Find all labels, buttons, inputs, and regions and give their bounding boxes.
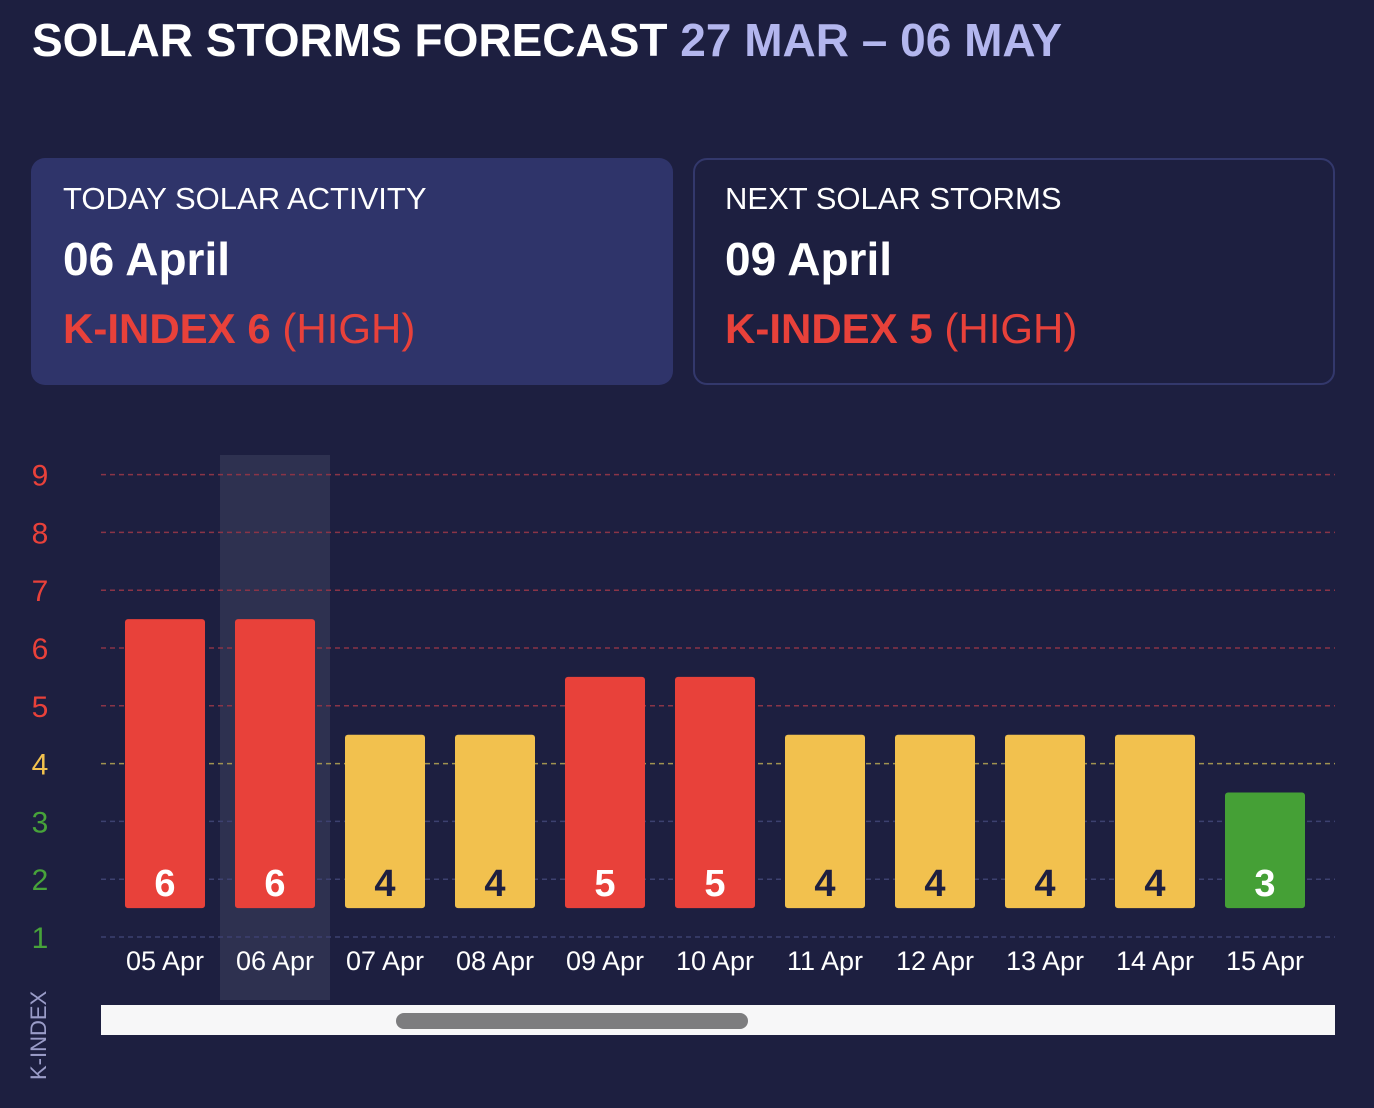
bar-data-label: 6 [264, 863, 285, 905]
x-tick-label: 08 Apr [456, 946, 534, 976]
x-tick-label: 14 Apr [1116, 946, 1194, 976]
bar-data-label: 4 [1144, 863, 1165, 905]
today-card-label: TODAY SOLAR ACTIVITY [63, 181, 427, 216]
x-tick-label: 12 Apr [896, 946, 974, 976]
bar-data-label: 4 [484, 863, 505, 905]
next-card-label: NEXT SOLAR STORMS [725, 181, 1062, 216]
bar [895, 734, 975, 909]
y-tick-label: 4 [32, 749, 49, 782]
scrollbar-thumb[interactable] [396, 1013, 748, 1029]
bar-data-label: 4 [814, 863, 835, 905]
x-tick-label: 06 Apr [236, 946, 314, 976]
bar-data-label: 3 [1254, 863, 1275, 905]
today-card-date: 06 April [63, 233, 231, 285]
bar [1005, 734, 1085, 909]
bar [125, 619, 205, 909]
x-tick-label: 09 Apr [566, 946, 644, 976]
x-tick-label: 10 Apr [676, 946, 754, 976]
bar [235, 619, 315, 909]
y-tick-label: 7 [32, 575, 49, 608]
next-kindex-level: (HIGH) [944, 305, 1078, 352]
bar [565, 676, 645, 909]
x-tick-label: 15 Apr [1226, 946, 1304, 976]
bar [785, 734, 865, 909]
y-tick-label: 2 [32, 864, 49, 897]
x-tick-label: 13 Apr [1006, 946, 1084, 976]
next-card-date: 09 April [725, 233, 893, 285]
kindex-chart-svg: 1 2 3 4 5 6 7 8 9 6 05 Apr 6 06 Apr 4 07 Apr 4 08 Apr 5 09… [32, 455, 1335, 1000]
y-tick-label: 5 [32, 691, 49, 724]
bar [1225, 792, 1305, 909]
page-title: SOLAR STORMS FORECAST 27 MAR – 06 MAY [32, 10, 1062, 70]
today-kindex-level: (HIGH) [282, 305, 416, 352]
bar-data-label: 4 [374, 863, 395, 905]
today-kindex-value: 6 [247, 305, 271, 352]
date-range: 27 MAR – 06 MAY [680, 14, 1063, 66]
y-tick-label: 3 [32, 806, 49, 839]
bar-data-label: 5 [704, 863, 725, 905]
bar-data-label: 6 [154, 863, 175, 905]
bar [675, 676, 755, 909]
kindex-chart: 1 2 3 4 5 6 7 8 9 6 05 Apr 6 06 Apr 4 07 Apr 4 08 Apr 5 09… [0, 440, 1374, 1108]
y-tick-label: 8 [32, 517, 49, 550]
bar-data-label: 4 [1034, 863, 1055, 905]
y-tick-label: 9 [32, 460, 49, 493]
next-kindex-prefix: K-INDEX [725, 305, 898, 352]
today-kindex-prefix: K-INDEX [63, 305, 236, 352]
chart-scrollbar[interactable] [101, 1005, 1335, 1035]
x-tick-label: 05 Apr [126, 946, 204, 976]
bar [345, 734, 425, 909]
bar-data-label: 4 [924, 863, 945, 905]
today-kindex: K-INDEX 6 (HIGH) [63, 304, 641, 354]
today-activity-card: TODAY SOLAR ACTIVITY 06 April K-INDEX 6 … [31, 158, 673, 385]
next-kindex: K-INDEX 5 (HIGH) [725, 304, 1303, 354]
y-tick-label: 1 [32, 922, 49, 955]
x-tick-label: 07 Apr [346, 946, 424, 976]
next-storms-card[interactable]: NEXT SOLAR STORMS 09 April K-INDEX 5 (HI… [693, 158, 1335, 385]
y-axis-title: K-INDEX [26, 990, 51, 1080]
bar [455, 734, 535, 909]
bar [1115, 734, 1195, 909]
next-kindex-value: 5 [909, 305, 933, 352]
x-tick-label: 11 Apr [787, 946, 863, 976]
bar-data-label: 5 [594, 863, 615, 905]
y-tick-label: 6 [32, 633, 49, 666]
title-text: SOLAR STORMS FORECAST [32, 14, 668, 66]
